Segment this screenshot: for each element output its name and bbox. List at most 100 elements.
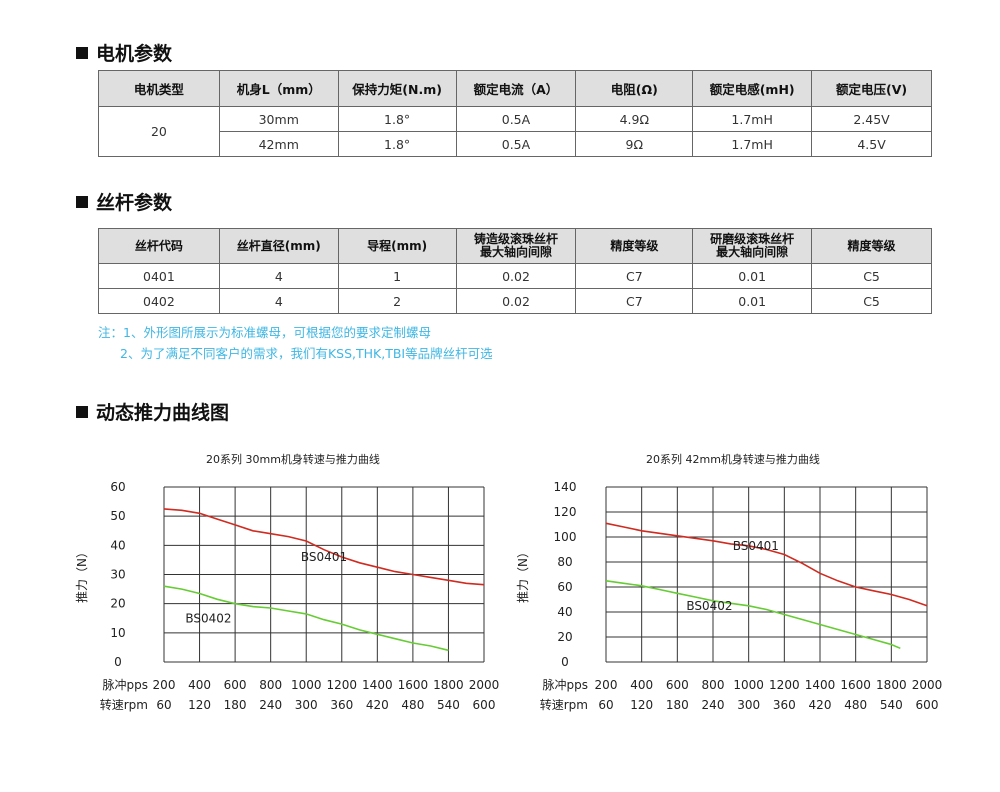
header-cell: 额定电压(V) — [811, 70, 932, 107]
square-bullet-icon — [76, 195, 88, 208]
y-tick-label: 50 — [110, 509, 125, 523]
x2-tick-label: 420 — [809, 698, 832, 712]
table-cell: 4.5V — [811, 131, 932, 157]
x2-tick-label: 360 — [330, 698, 353, 712]
x2-tick-label: 480 — [401, 698, 424, 712]
table-row: 42mm 1.8° 0.5A 9Ω 1.7mH 4.5V — [99, 131, 932, 157]
chart-title-42mm: 20系列 42mm机身转速与推力曲线 — [646, 453, 820, 466]
y-tick-label: 0 — [114, 655, 122, 669]
series-label: BS0402 — [686, 599, 732, 613]
x-tick-label: 800 — [702, 678, 725, 692]
x2-tick-label: 600 — [916, 698, 939, 712]
square-bullet-icon — [76, 405, 88, 418]
note-line: 2、为了满足不同客户的需求，我们有KSS,THK,TBI等品牌丝杆可选 — [120, 346, 493, 361]
notes: 注：1、外形图所展示为标准螺母，可根据您的要求定制螺母 2、为了满足不同客户的需… — [98, 322, 493, 364]
x2-tick-label: 240 — [702, 698, 725, 712]
x2-tick-label: 60 — [156, 698, 171, 712]
y-tick-label: 20 — [557, 630, 572, 644]
header-cell: 丝杆代码 — [98, 228, 220, 264]
header-cell: 电机类型 — [98, 70, 220, 107]
series-label: BS0402 — [185, 611, 231, 625]
x-tick-label: 1400 — [362, 678, 393, 692]
x2-tick-label: 300 — [737, 698, 760, 712]
y-tick-label: 140 — [554, 480, 577, 494]
table-row: 0402 4 2 0.02 C7 0.01 C5 — [98, 288, 932, 314]
x-axis-label: 脉冲pps — [103, 677, 149, 692]
screw-params-table: 丝杆代码 丝杆直径(mm) 导程(mm) 铸造级滚珠丝杆 最大轴向间隙 精度等级 … — [98, 228, 932, 314]
x2-tick-label: 420 — [366, 698, 389, 712]
table-cell: 0.5A — [455, 131, 577, 157]
y-axis-label: 推力（N） — [516, 546, 530, 603]
table-cell: C7 — [575, 288, 694, 314]
x-tick-label: 1800 — [433, 678, 464, 692]
header-cell: 导程(mm) — [337, 228, 457, 264]
x-tick-label: 200 — [153, 678, 176, 692]
table-cell: 4 — [218, 288, 339, 314]
x2-tick-label: 300 — [295, 698, 318, 712]
header-cell: 丝杆直径(mm) — [218, 228, 339, 264]
series-label: BS0401 — [301, 550, 347, 564]
table-header-row: 丝杆代码 丝杆直径(mm) 导程(mm) 铸造级滚珠丝杆 最大轴向间隙 精度等级 … — [98, 228, 932, 264]
table-cell: 0402 — [98, 288, 220, 314]
series-label: BS0401 — [733, 539, 779, 553]
x2-tick-label: 180 — [666, 698, 689, 712]
x-tick-label: 800 — [259, 678, 282, 692]
x2-tick-label: 120 — [188, 698, 211, 712]
table-cell: C7 — [575, 263, 694, 289]
header-cell: 额定电感(mH) — [692, 70, 813, 107]
section-title-text: 动态推力曲线图 — [96, 402, 230, 424]
x2-tick-label: 480 — [844, 698, 867, 712]
x-axis-label: 脉冲pps — [543, 677, 589, 692]
header-cell: 铸造级滚珠丝杆 最大轴向间隙 — [455, 228, 577, 264]
header-cell: 研磨级滚珠丝杆 最大轴向间隙 — [692, 228, 813, 264]
series-line — [605, 580, 901, 650]
section-title-text: 电机参数 — [96, 43, 173, 65]
table-cell: 1.8° — [337, 131, 457, 157]
x2-axis-label: 转速rpm — [540, 697, 588, 712]
y-tick-label: 20 — [110, 597, 125, 611]
x-tick-label: 1600 — [398, 678, 429, 692]
series-line — [605, 522, 928, 607]
section-title-screw: 丝杆参数 — [76, 188, 172, 215]
x-tick-label: 1000 — [291, 678, 322, 692]
y-tick-label: 10 — [110, 626, 125, 640]
x-tick-label: 200 — [595, 678, 618, 692]
x-tick-label: 2000 — [912, 678, 943, 692]
x-tick-label: 1600 — [840, 678, 871, 692]
x2-tick-label: 120 — [630, 698, 653, 712]
y-tick-label: 40 — [110, 538, 125, 552]
x2-tick-label: 60 — [598, 698, 613, 712]
table-cell: 0.5A — [455, 106, 577, 132]
section-title-motor: 电机参数 — [76, 39, 172, 66]
y-tick-label: 100 — [554, 530, 577, 544]
x2-tick-label: 180 — [224, 698, 247, 712]
table-cell: 1 — [337, 263, 457, 289]
table-cell: 1.7mH — [692, 106, 813, 132]
header-cell: 机身L（mm） — [218, 70, 339, 107]
x-tick-label: 600 — [666, 678, 689, 692]
note-line: 注：1、外形图所展示为标准螺母，可根据您的要求定制螺母 — [98, 325, 431, 340]
square-bullet-icon — [76, 46, 88, 59]
table-cell: 0.02 — [455, 288, 577, 314]
x-tick-label: 1200 — [327, 678, 358, 692]
y-axis-label: 推力（N） — [75, 546, 89, 603]
x2-tick-label: 240 — [259, 698, 282, 712]
section-title-text: 丝杆参数 — [96, 192, 173, 214]
table-cell: 0.01 — [692, 288, 813, 314]
series-line — [163, 585, 449, 652]
table-cell: 2 — [337, 288, 457, 314]
x2-tick-label: 600 — [473, 698, 496, 712]
table-cell: 1.7mH — [692, 131, 813, 157]
section-title-curve: 动态推力曲线图 — [76, 398, 229, 425]
x2-tick-label: 540 — [880, 698, 903, 712]
header-cell: 精度等级 — [811, 228, 932, 264]
y-tick-label: 60 — [557, 580, 572, 594]
x-tick-label: 600 — [224, 678, 247, 692]
y-tick-label: 0 — [561, 655, 569, 669]
table-cell: 42mm — [218, 131, 339, 157]
chart-title-30mm: 20系列 30mm机身转速与推力曲线 — [206, 453, 380, 466]
header-cell: 额定电流（A） — [455, 70, 577, 107]
x-tick-label: 2000 — [469, 678, 500, 692]
x-tick-label: 1000 — [733, 678, 764, 692]
